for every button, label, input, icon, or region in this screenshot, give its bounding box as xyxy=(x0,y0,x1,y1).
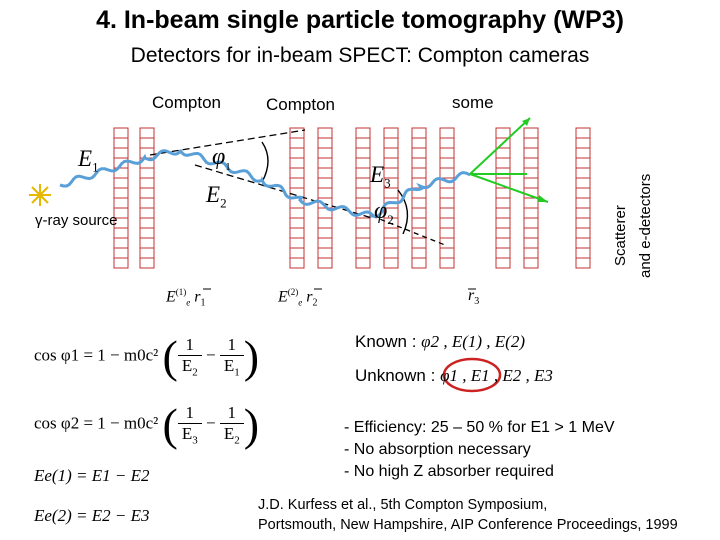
arrow-down-icon xyxy=(538,195,548,202)
bullet-absorption: - No absorption necessary xyxy=(344,441,531,458)
detector-column xyxy=(355,127,371,269)
angle-arc-phi1 xyxy=(261,141,269,183)
detector-column xyxy=(317,127,333,269)
electron-track-down xyxy=(469,173,549,203)
angle-arc-phi2 xyxy=(397,189,409,235)
det2-energy: E(2)e r2 xyxy=(278,287,318,309)
detector-column xyxy=(383,127,399,269)
detector-columns xyxy=(113,127,591,269)
page-title: 4. In-beam single particle tomography (W… xyxy=(96,6,624,34)
label-compton-1: Compton xyxy=(152,93,221,112)
reference-line-2: Portsmouth, New Hampshire, AIP Conferenc… xyxy=(258,517,678,533)
detector-column xyxy=(139,127,155,269)
detector-column xyxy=(575,127,591,269)
equation-ee2: Ee(2) = E2 − E3 xyxy=(34,506,150,525)
gamma-ray-path xyxy=(59,149,471,218)
detector-column xyxy=(411,127,427,269)
label-phi1: φ1 xyxy=(212,144,231,173)
page-subtitle: Detectors for in-beam SPECT: Compton cam… xyxy=(130,44,590,67)
cone-line-upper xyxy=(149,129,306,156)
electron-track-up xyxy=(469,117,531,175)
detector-column xyxy=(113,127,129,269)
detector-column xyxy=(523,127,539,269)
highlight-circle xyxy=(442,357,502,393)
cone-line-second xyxy=(371,215,446,246)
equation-ee1: Ee(1) = E1 − E2 xyxy=(34,466,150,485)
known-row: Known : φ2 , E(1) , E(2) xyxy=(355,332,525,351)
detector-column xyxy=(289,127,305,269)
label-e2: E2 xyxy=(206,182,227,211)
label-e-detectors: and e-detectors xyxy=(637,173,654,278)
bullet-efficiency: - Efficiency: 25 – 50 % for E1 > 1 MeV xyxy=(344,419,615,436)
bullet-absorber: - No high Z absorber required xyxy=(344,463,554,480)
equation-cos-phi2: cos φ2 = 1 − m0c² (1 E3 − 1 E2) xyxy=(34,399,260,450)
label-compton-2: Compton xyxy=(266,95,335,114)
label-phi2: φ2 xyxy=(374,198,394,227)
label-e3: E3 xyxy=(370,162,391,191)
arrow-up-icon xyxy=(522,118,530,126)
label-e1: E1 xyxy=(78,146,99,175)
det3-position: r3 xyxy=(468,287,480,308)
label-some: some xyxy=(452,93,494,112)
label-scatterer: Scatterer xyxy=(612,205,629,266)
reference-line-1: J.D. Kurfess et al., 5th Compton Symposi… xyxy=(258,497,548,513)
sun-source-icon xyxy=(29,184,51,206)
source-label: γ-ray source xyxy=(35,212,118,229)
unknown-row: Unknown : φ1 , E1 , E2 , E3 xyxy=(355,366,553,385)
detector-column xyxy=(439,127,455,269)
det1-energy: E(1)e r1 xyxy=(166,287,206,309)
detector-column xyxy=(495,127,511,269)
equation-cos-phi1: cos φ1 = 1 − m0c² (1 E2 − 1 E1) xyxy=(34,331,260,382)
